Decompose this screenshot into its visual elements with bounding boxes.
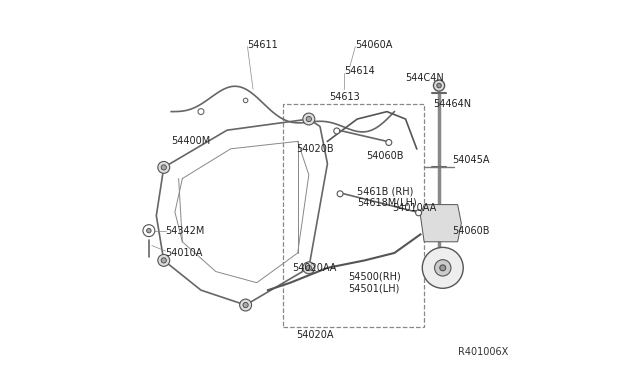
Circle shape (303, 113, 315, 125)
Text: 54464N: 54464N (433, 99, 472, 109)
Text: 54613: 54613 (330, 92, 360, 102)
Text: 54010AA: 54010AA (392, 203, 436, 213)
Text: 54060A: 54060A (355, 40, 393, 49)
Text: 54400M: 54400M (172, 137, 211, 146)
Circle shape (243, 98, 248, 103)
Text: 54611: 54611 (248, 40, 278, 49)
Circle shape (198, 109, 204, 115)
Text: R401006X: R401006X (458, 347, 508, 357)
Text: 54060B: 54060B (452, 226, 490, 235)
Circle shape (435, 260, 451, 276)
Circle shape (306, 265, 312, 270)
Circle shape (239, 299, 252, 311)
Text: 54045A: 54045A (452, 155, 490, 165)
Text: 54020AA: 54020AA (292, 263, 337, 273)
Circle shape (337, 191, 343, 197)
Circle shape (440, 265, 445, 271)
Circle shape (158, 254, 170, 266)
Circle shape (437, 83, 441, 88)
Circle shape (386, 140, 392, 145)
Text: 54020B: 54020B (296, 144, 333, 154)
Circle shape (306, 116, 312, 122)
Circle shape (415, 210, 422, 216)
Circle shape (161, 165, 166, 170)
Circle shape (334, 128, 340, 134)
Circle shape (147, 228, 151, 233)
Text: 54060B: 54060B (367, 151, 404, 161)
Text: 5461B (RH)
54618M(LH): 5461B (RH) 54618M(LH) (357, 186, 417, 208)
Circle shape (243, 302, 248, 308)
Circle shape (422, 247, 463, 288)
Circle shape (433, 80, 445, 91)
Text: 54010A: 54010A (166, 248, 203, 258)
Circle shape (158, 161, 170, 173)
Text: 54614: 54614 (344, 66, 375, 76)
Text: 54020A: 54020A (296, 330, 333, 340)
Circle shape (161, 258, 166, 263)
Text: 544C4N: 544C4N (406, 73, 444, 83)
Text: 54500(RH)
54501(LH): 54500(RH) 54501(LH) (348, 272, 401, 294)
Circle shape (303, 262, 315, 274)
Circle shape (143, 225, 155, 237)
Text: 54342M: 54342M (166, 226, 205, 235)
Polygon shape (420, 205, 461, 242)
